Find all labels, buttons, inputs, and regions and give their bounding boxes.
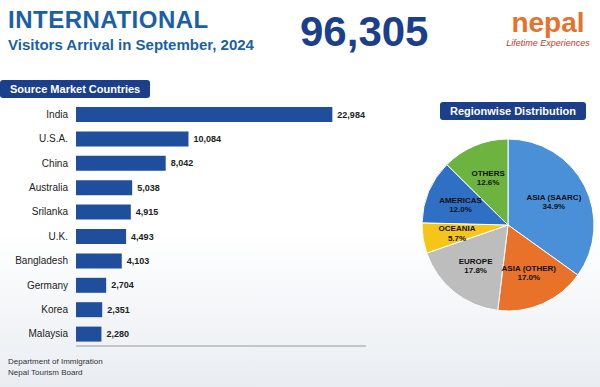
svg-text:India: India [46, 109, 68, 120]
svg-text:OTHERS12.6%: OTHERS12.6% [471, 169, 505, 187]
svg-text:Korea: Korea [41, 304, 68, 315]
svg-text:ASIA (SAARC)34.9%: ASIA (SAARC)34.9% [526, 193, 581, 211]
svg-text:Australia: Australia [29, 182, 68, 193]
svg-text:Srilanka: Srilanka [32, 206, 69, 217]
svg-text:5,038: 5,038 [137, 183, 160, 193]
svg-text:2,704: 2,704 [111, 280, 134, 290]
html-text:96,305: 96,305 [300, 8, 429, 55]
html-text:Regionwise Distribution: Regionwise Distribution [450, 105, 576, 117]
html-text:nepal: nepal [511, 7, 585, 38]
svg-text:2,280: 2,280 [106, 329, 129, 339]
svg-text:China: China [42, 158, 69, 169]
svg-text:4,493: 4,493 [131, 232, 154, 242]
svg-text:10,084: 10,084 [193, 134, 221, 144]
svg-text:Germany: Germany [27, 280, 68, 291]
svg-text:Malaysia: Malaysia [29, 328, 69, 339]
svg-text:EUROPE17.8%: EUROPE17.8% [459, 257, 493, 275]
svg-text:U.K.: U.K. [49, 231, 68, 242]
html-text:Department of Immigration: Department of Immigration [8, 357, 103, 366]
svg-text:ASIA (OTHER)17.0%: ASIA (OTHER)17.0% [502, 264, 557, 282]
svg-text:8,042: 8,042 [171, 158, 194, 168]
html-text:INTERNATIONAL: INTERNATIONAL [8, 6, 209, 33]
svg-text:4,103: 4,103 [127, 256, 150, 266]
html-text:Visitors Arrival in September,: Visitors Arrival in September, 2024 [8, 36, 254, 53]
svg-text:Bangladesh: Bangladesh [15, 255, 68, 266]
html-text:Lifetime Experiences: Lifetime Experiences [506, 38, 590, 48]
svg-text:OCEANIA5.7%: OCEANIA5.7% [439, 224, 476, 242]
svg-text:22,984: 22,984 [337, 110, 365, 120]
svg-text:4,915: 4,915 [136, 207, 159, 217]
svg-text:AMERICAS12.0%: AMERICAS12.0% [439, 196, 482, 214]
html-text:Nepal Tourism Board: Nepal Tourism Board [8, 368, 83, 377]
svg-text:2,351: 2,351 [107, 305, 130, 315]
html-text:Source Market Countries: Source Market Countries [10, 83, 141, 95]
svg-text:U.S.A.: U.S.A. [39, 133, 68, 144]
